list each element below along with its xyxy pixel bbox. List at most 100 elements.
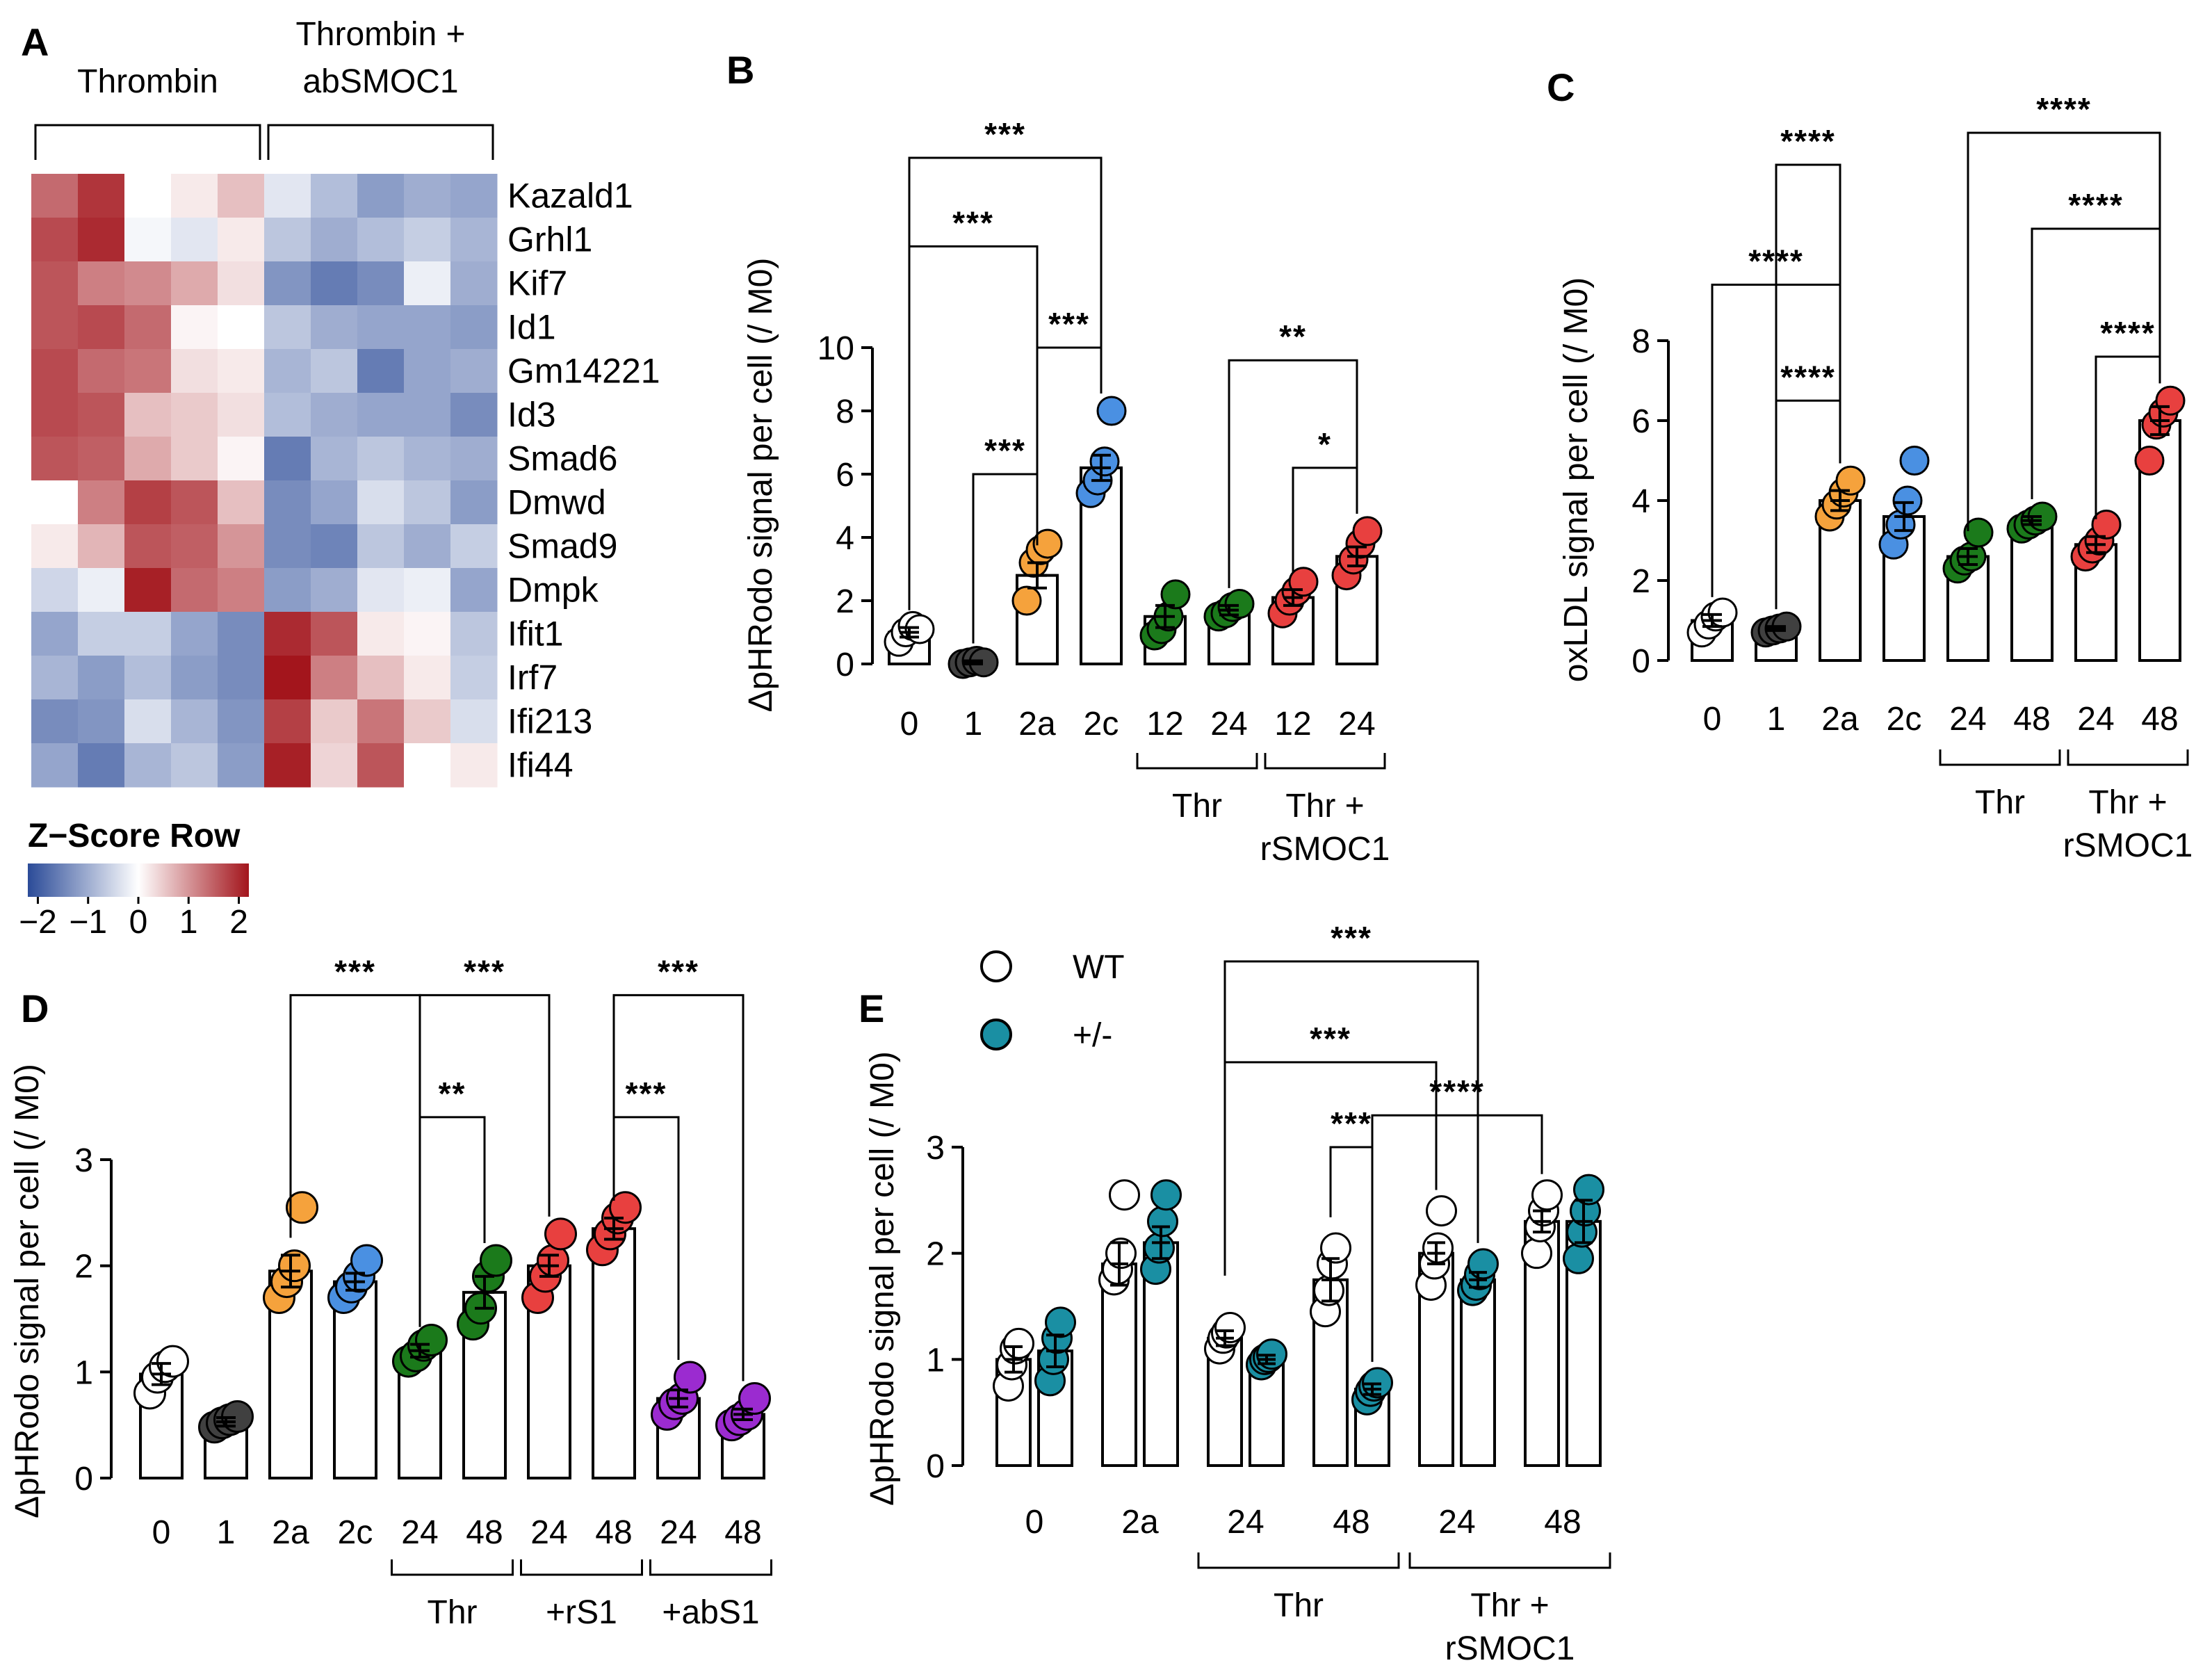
bar bbox=[2010, 519, 2054, 662]
significance-bracket bbox=[1711, 284, 1841, 597]
significance-label: **** bbox=[1429, 1073, 1485, 1110]
heatmap-cell bbox=[404, 349, 451, 394]
heatmap-cell bbox=[264, 261, 311, 306]
heatmap-cell bbox=[171, 174, 218, 218]
data-point bbox=[1096, 396, 1127, 426]
heatmap-cell bbox=[124, 568, 172, 613]
panel-letter-d: D bbox=[21, 987, 49, 1030]
x-tick-label: 48 bbox=[595, 1514, 632, 1551]
heatmap-cell bbox=[31, 612, 79, 656]
heatmap-cell bbox=[450, 437, 498, 481]
heatmap-cell bbox=[78, 261, 125, 306]
x-tick-label: 24 bbox=[1227, 1504, 1264, 1541]
heatmap-cell bbox=[78, 656, 125, 700]
heatmap-cell bbox=[264, 524, 311, 569]
heatmap-cell bbox=[450, 656, 498, 700]
x-tick-label: 24 bbox=[660, 1514, 697, 1551]
heatmap-cell bbox=[404, 480, 451, 525]
heatmap-cell bbox=[78, 568, 125, 613]
heatmap-cell bbox=[78, 305, 125, 350]
heatmap-cell bbox=[450, 305, 498, 350]
heatmap-cell bbox=[124, 743, 172, 788]
heatmap-cell bbox=[124, 174, 172, 218]
y-tick-label: 6 bbox=[1632, 403, 1650, 440]
heatmap-cell bbox=[450, 699, 498, 744]
heatmap-cell bbox=[31, 218, 79, 262]
heatmap-cell bbox=[311, 743, 358, 788]
heatmap-group-label: abSMOC1 bbox=[302, 63, 458, 100]
heatmap-cell bbox=[404, 393, 451, 437]
x-tick-label: 48 bbox=[724, 1514, 761, 1551]
heatmap-cell bbox=[357, 437, 405, 481]
heatmap-cell bbox=[311, 699, 358, 744]
data-point bbox=[1214, 1312, 1246, 1344]
y-tick-label: 2 bbox=[1632, 563, 1650, 600]
colorbar bbox=[28, 863, 249, 897]
heatmap-cell bbox=[357, 612, 405, 656]
heatmap-cell bbox=[311, 437, 358, 481]
heatmap-cell bbox=[31, 305, 79, 350]
x-tick-label: 2a bbox=[1821, 701, 1859, 738]
heatmap-cell bbox=[78, 174, 125, 218]
group-label: rSMOC1 bbox=[2063, 827, 2193, 864]
heatmap-cell bbox=[264, 568, 311, 613]
x-tick-label: 0 bbox=[152, 1514, 171, 1551]
colorbar-tick-label: 2 bbox=[229, 904, 248, 941]
heatmap-cell bbox=[311, 349, 358, 394]
heatmap-cell bbox=[124, 612, 172, 656]
group-bracket bbox=[1939, 749, 2061, 766]
heatmap-cell bbox=[31, 261, 79, 306]
heatmap-cell bbox=[404, 261, 451, 306]
heatmap-cell bbox=[218, 524, 265, 569]
heatmap-cell bbox=[264, 656, 311, 700]
data-point bbox=[1011, 585, 1042, 616]
heatmap-cell bbox=[264, 174, 311, 218]
heatmap-cell bbox=[124, 305, 172, 350]
significance-bracket bbox=[908, 156, 1103, 610]
heatmap-cell bbox=[311, 393, 358, 437]
heatmap-cell bbox=[264, 612, 311, 656]
heatmap-cell bbox=[218, 656, 265, 700]
data-point bbox=[1521, 1238, 1552, 1270]
x-tick-label: 12 bbox=[1274, 706, 1311, 743]
heatmap-cell bbox=[404, 699, 451, 744]
x-tick-label: 24 bbox=[401, 1514, 438, 1551]
data-point bbox=[286, 1191, 318, 1224]
significance-label: **** bbox=[2036, 91, 2092, 127]
data-point bbox=[1320, 1232, 1351, 1264]
y-tick-label: 1 bbox=[926, 1342, 945, 1379]
y-axis-label: ΔpHRodo signal per cell (/ M0) bbox=[9, 1064, 46, 1518]
x-tick-label: 48 bbox=[2013, 701, 2050, 738]
group-label: Thr bbox=[1975, 784, 2025, 821]
significance-label: *** bbox=[334, 953, 376, 989]
data-point bbox=[2091, 510, 2122, 540]
group-label: Thr bbox=[428, 1594, 478, 1631]
heatmap-cell bbox=[218, 437, 265, 481]
x-tick-label: 48 bbox=[1544, 1504, 1581, 1541]
x-tick-label: 48 bbox=[466, 1514, 503, 1551]
y-tick-label: 0 bbox=[836, 647, 854, 683]
heatmap-cell bbox=[450, 743, 498, 788]
heatmap-cell bbox=[124, 524, 172, 569]
heatmap-cell bbox=[311, 568, 358, 613]
heatmap-cell bbox=[264, 437, 311, 481]
heatmap-cell bbox=[124, 699, 172, 744]
data-point bbox=[1352, 516, 1383, 546]
x-tick-label: 24 bbox=[1338, 706, 1375, 743]
heatmap-cell bbox=[31, 437, 79, 481]
data-point bbox=[480, 1244, 512, 1277]
colorbar-tick-label: 0 bbox=[129, 904, 148, 941]
heatmap-cell bbox=[124, 218, 172, 262]
significance-label: *** bbox=[658, 953, 699, 989]
heatmap-cell bbox=[171, 612, 218, 656]
group-label: Thr bbox=[1274, 1587, 1324, 1624]
bar bbox=[592, 1227, 636, 1479]
heatmap-cell bbox=[357, 480, 405, 525]
significance-label: *** bbox=[984, 432, 1026, 469]
panel-d: D 0 1 2 3 ΔpHRodo signal per cell (/ M0) 0 1 2a 2… bbox=[9, 953, 772, 1631]
group-label: Thr + bbox=[2088, 784, 2167, 821]
heatmap-cell bbox=[218, 699, 265, 744]
significance-bracket bbox=[1775, 399, 1841, 610]
data-point bbox=[1109, 1179, 1140, 1211]
heatmap-cell bbox=[31, 656, 79, 700]
